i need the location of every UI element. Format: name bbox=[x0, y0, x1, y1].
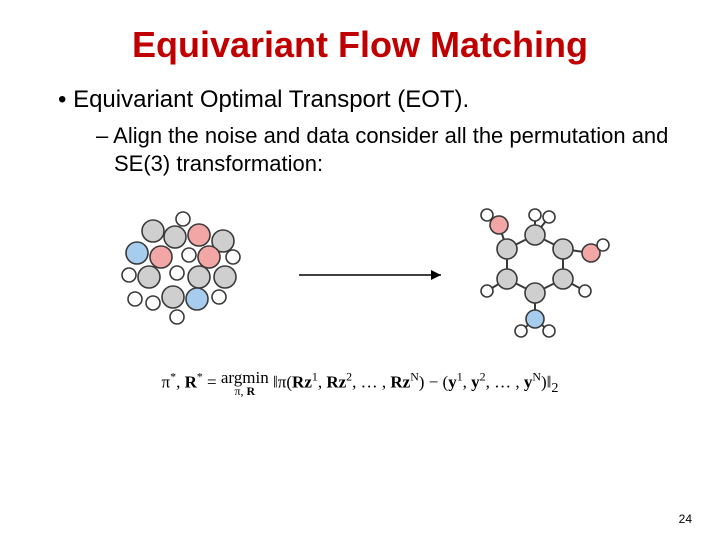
eq-supN1: N bbox=[410, 370, 419, 384]
eq-R1: R bbox=[292, 372, 304, 391]
eq-y2: y bbox=[471, 372, 480, 391]
eq-y1: y bbox=[448, 372, 457, 391]
molecule bbox=[465, 205, 615, 345]
eq-R2: R bbox=[326, 372, 338, 391]
eq-lhs-R: R bbox=[185, 372, 197, 391]
eq-RN: R bbox=[390, 372, 402, 391]
eq-norm: 2 bbox=[551, 380, 558, 396]
eq-z1: z bbox=[304, 372, 312, 391]
equation: π*, R* = argmin π, R ‖π(Rz1, Rz2, … , Rz… bbox=[48, 369, 672, 398]
eq-star2: * bbox=[197, 370, 203, 384]
eq-star1: * bbox=[170, 370, 176, 384]
bullet-main: Equivariant Optimal Transport (EOT). bbox=[58, 86, 672, 114]
eq-argmin: argmin π, R bbox=[221, 369, 269, 398]
eq-argmin-R: R bbox=[247, 384, 256, 398]
page-number: 24 bbox=[679, 512, 692, 526]
arrow bbox=[295, 265, 445, 285]
eq-argmin-pi: π bbox=[235, 384, 241, 398]
noise-cluster bbox=[105, 205, 275, 345]
diagram-row bbox=[48, 205, 672, 345]
eq-pi: π bbox=[278, 372, 287, 391]
slide-title: Equivariant Flow Matching bbox=[48, 24, 672, 66]
bullet-sub: Align the noise and data consider all th… bbox=[96, 122, 672, 177]
eq-argmin-sub: π, R bbox=[221, 386, 269, 398]
eq-supN2: N bbox=[532, 370, 541, 384]
eq-lhs-pi: π bbox=[162, 372, 171, 391]
